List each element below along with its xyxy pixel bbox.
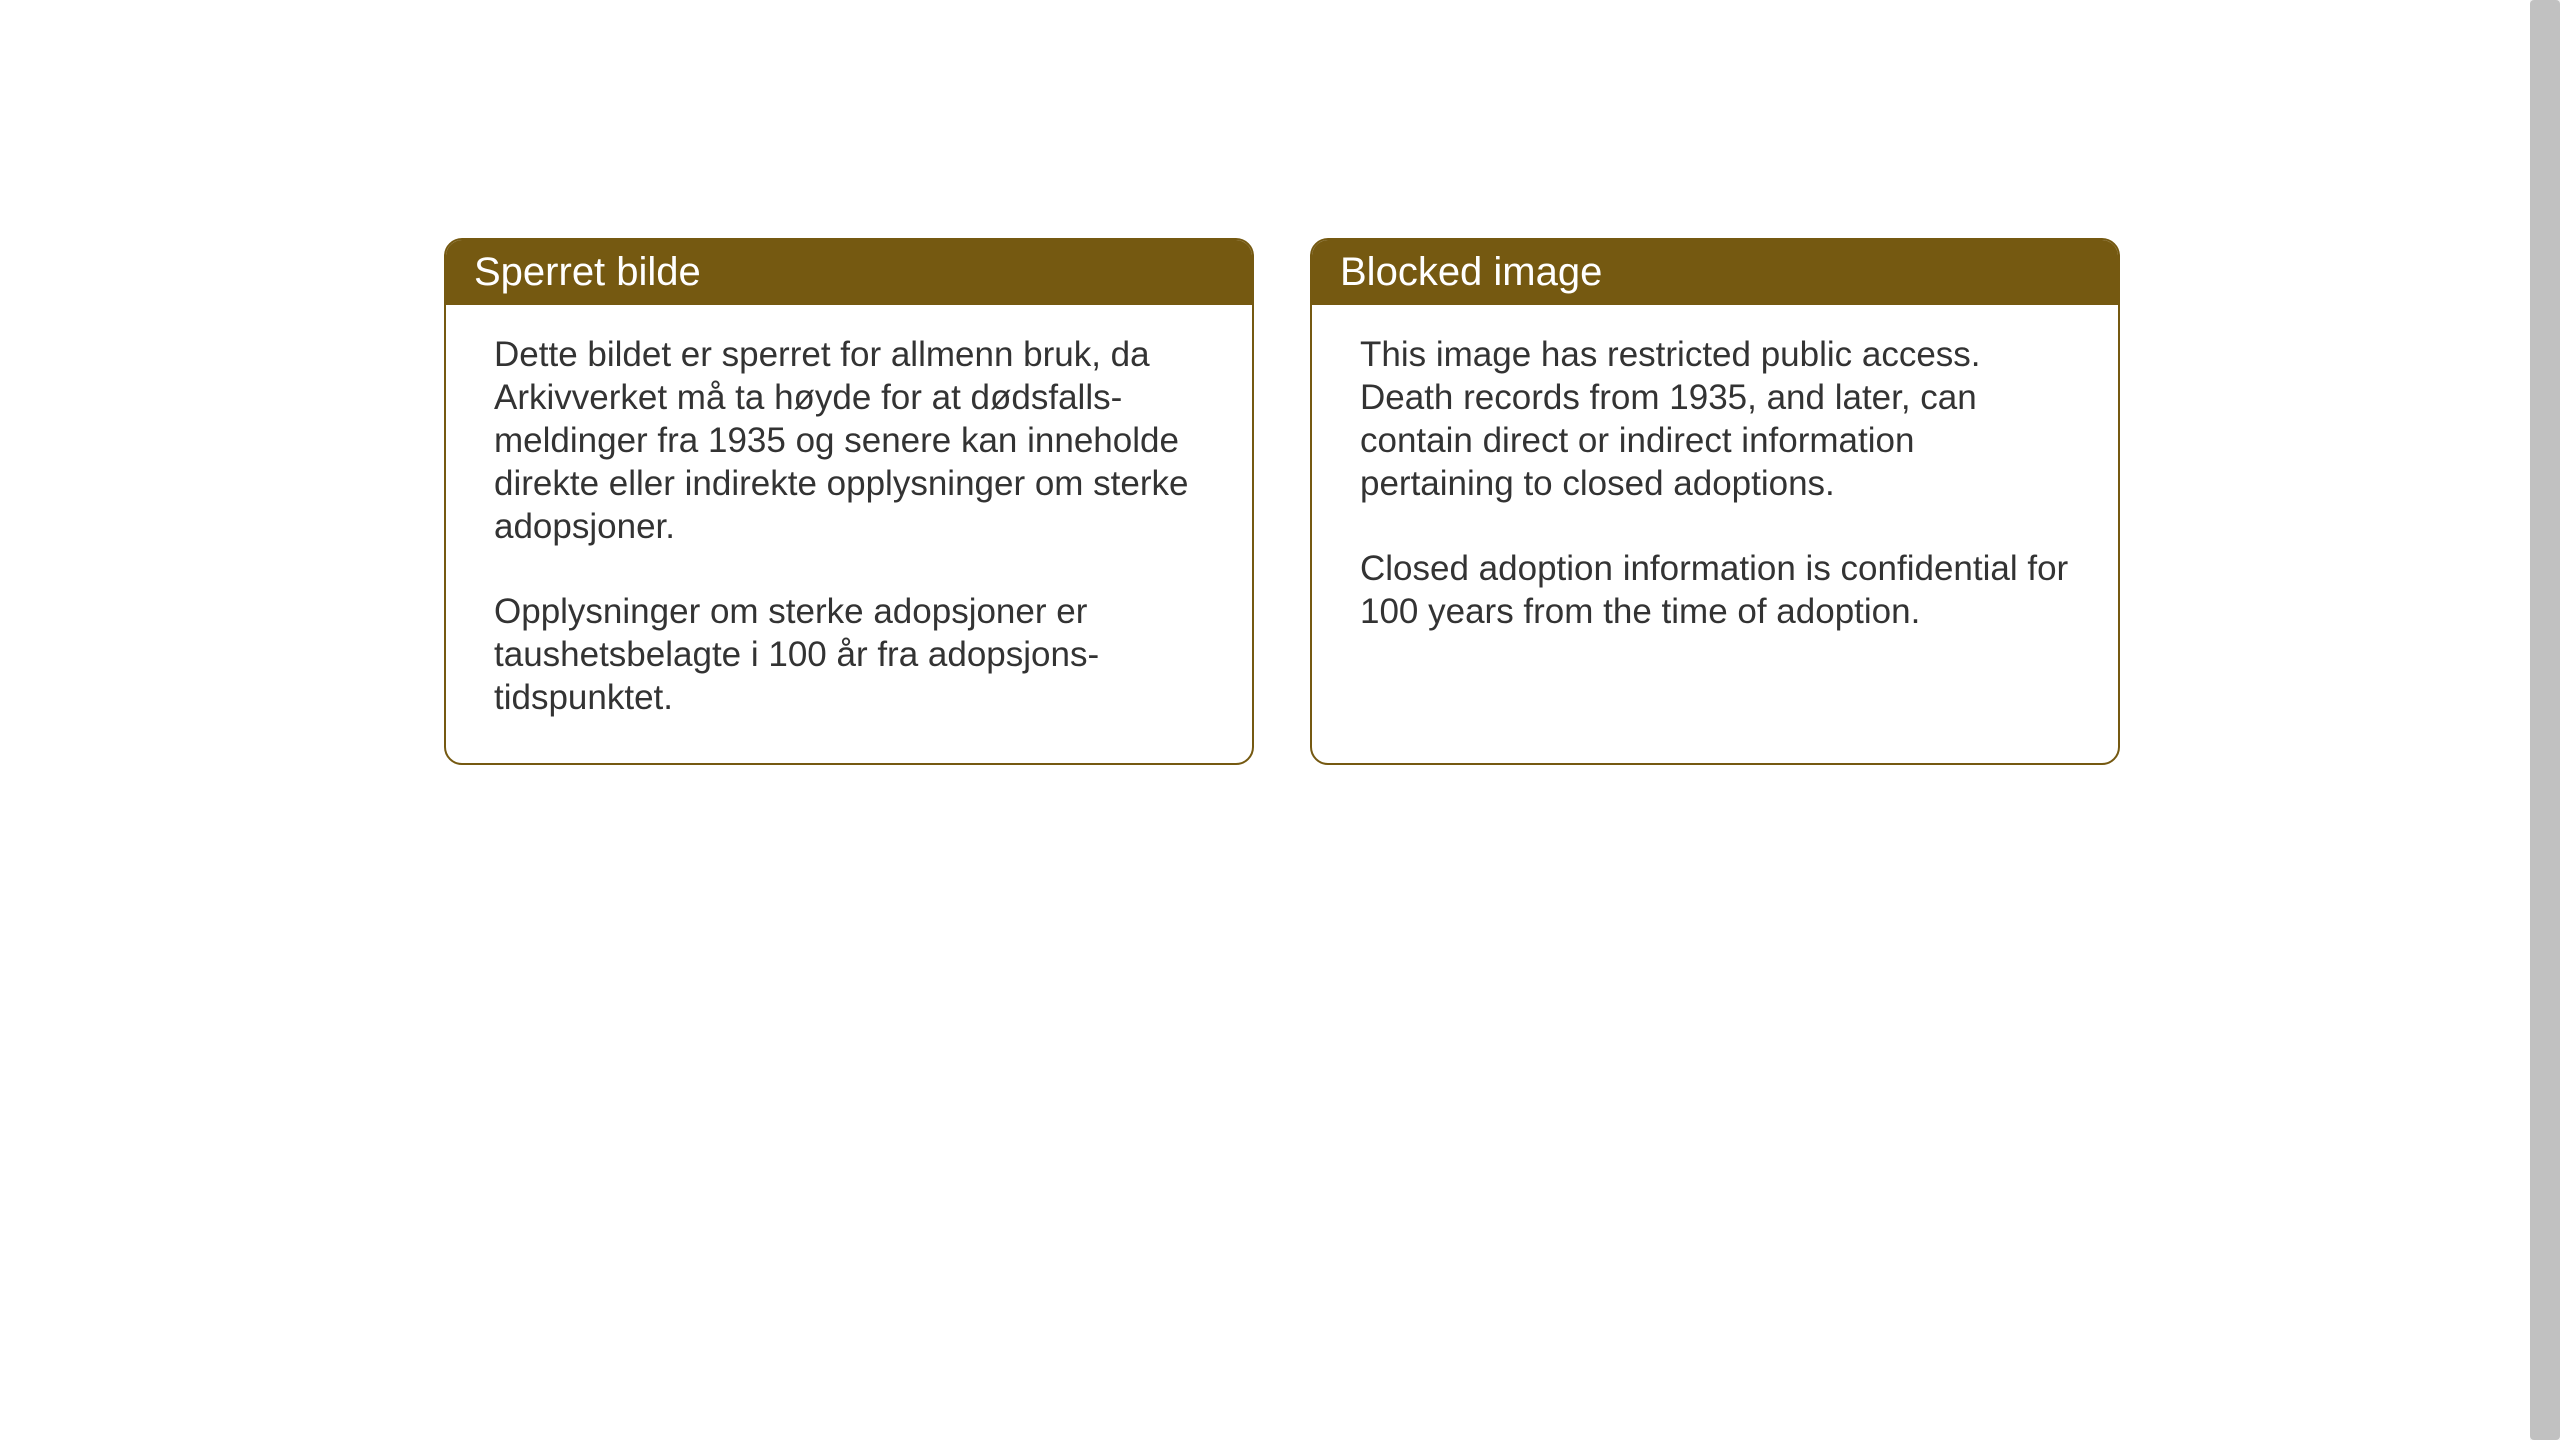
card-header-english: Blocked image [1312, 240, 2118, 305]
card-paragraph-1-norwegian: Dette bildet er sperret for allmenn bruk… [494, 333, 1204, 548]
notice-card-english: Blocked image This image has restricted … [1310, 238, 2120, 765]
notice-container: Sperret bilde Dette bildet er sperret fo… [444, 238, 2120, 765]
card-paragraph-2-english: Closed adoption information is confident… [1360, 547, 2070, 633]
card-title-english: Blocked image [1340, 250, 1602, 294]
scrollbar-track[interactable] [2530, 0, 2560, 1440]
card-title-norwegian: Sperret bilde [474, 250, 701, 294]
card-paragraph-1-english: This image has restricted public access.… [1360, 333, 2070, 505]
scrollbar-thumb[interactable] [2530, 0, 2560, 1440]
card-header-norwegian: Sperret bilde [446, 240, 1252, 305]
notice-card-norwegian: Sperret bilde Dette bildet er sperret fo… [444, 238, 1254, 765]
card-body-norwegian: Dette bildet er sperret for allmenn bruk… [446, 305, 1252, 763]
card-body-english: This image has restricted public access.… [1312, 305, 2118, 677]
card-paragraph-2-norwegian: Opplysninger om sterke adopsjoner er tau… [494, 590, 1204, 719]
